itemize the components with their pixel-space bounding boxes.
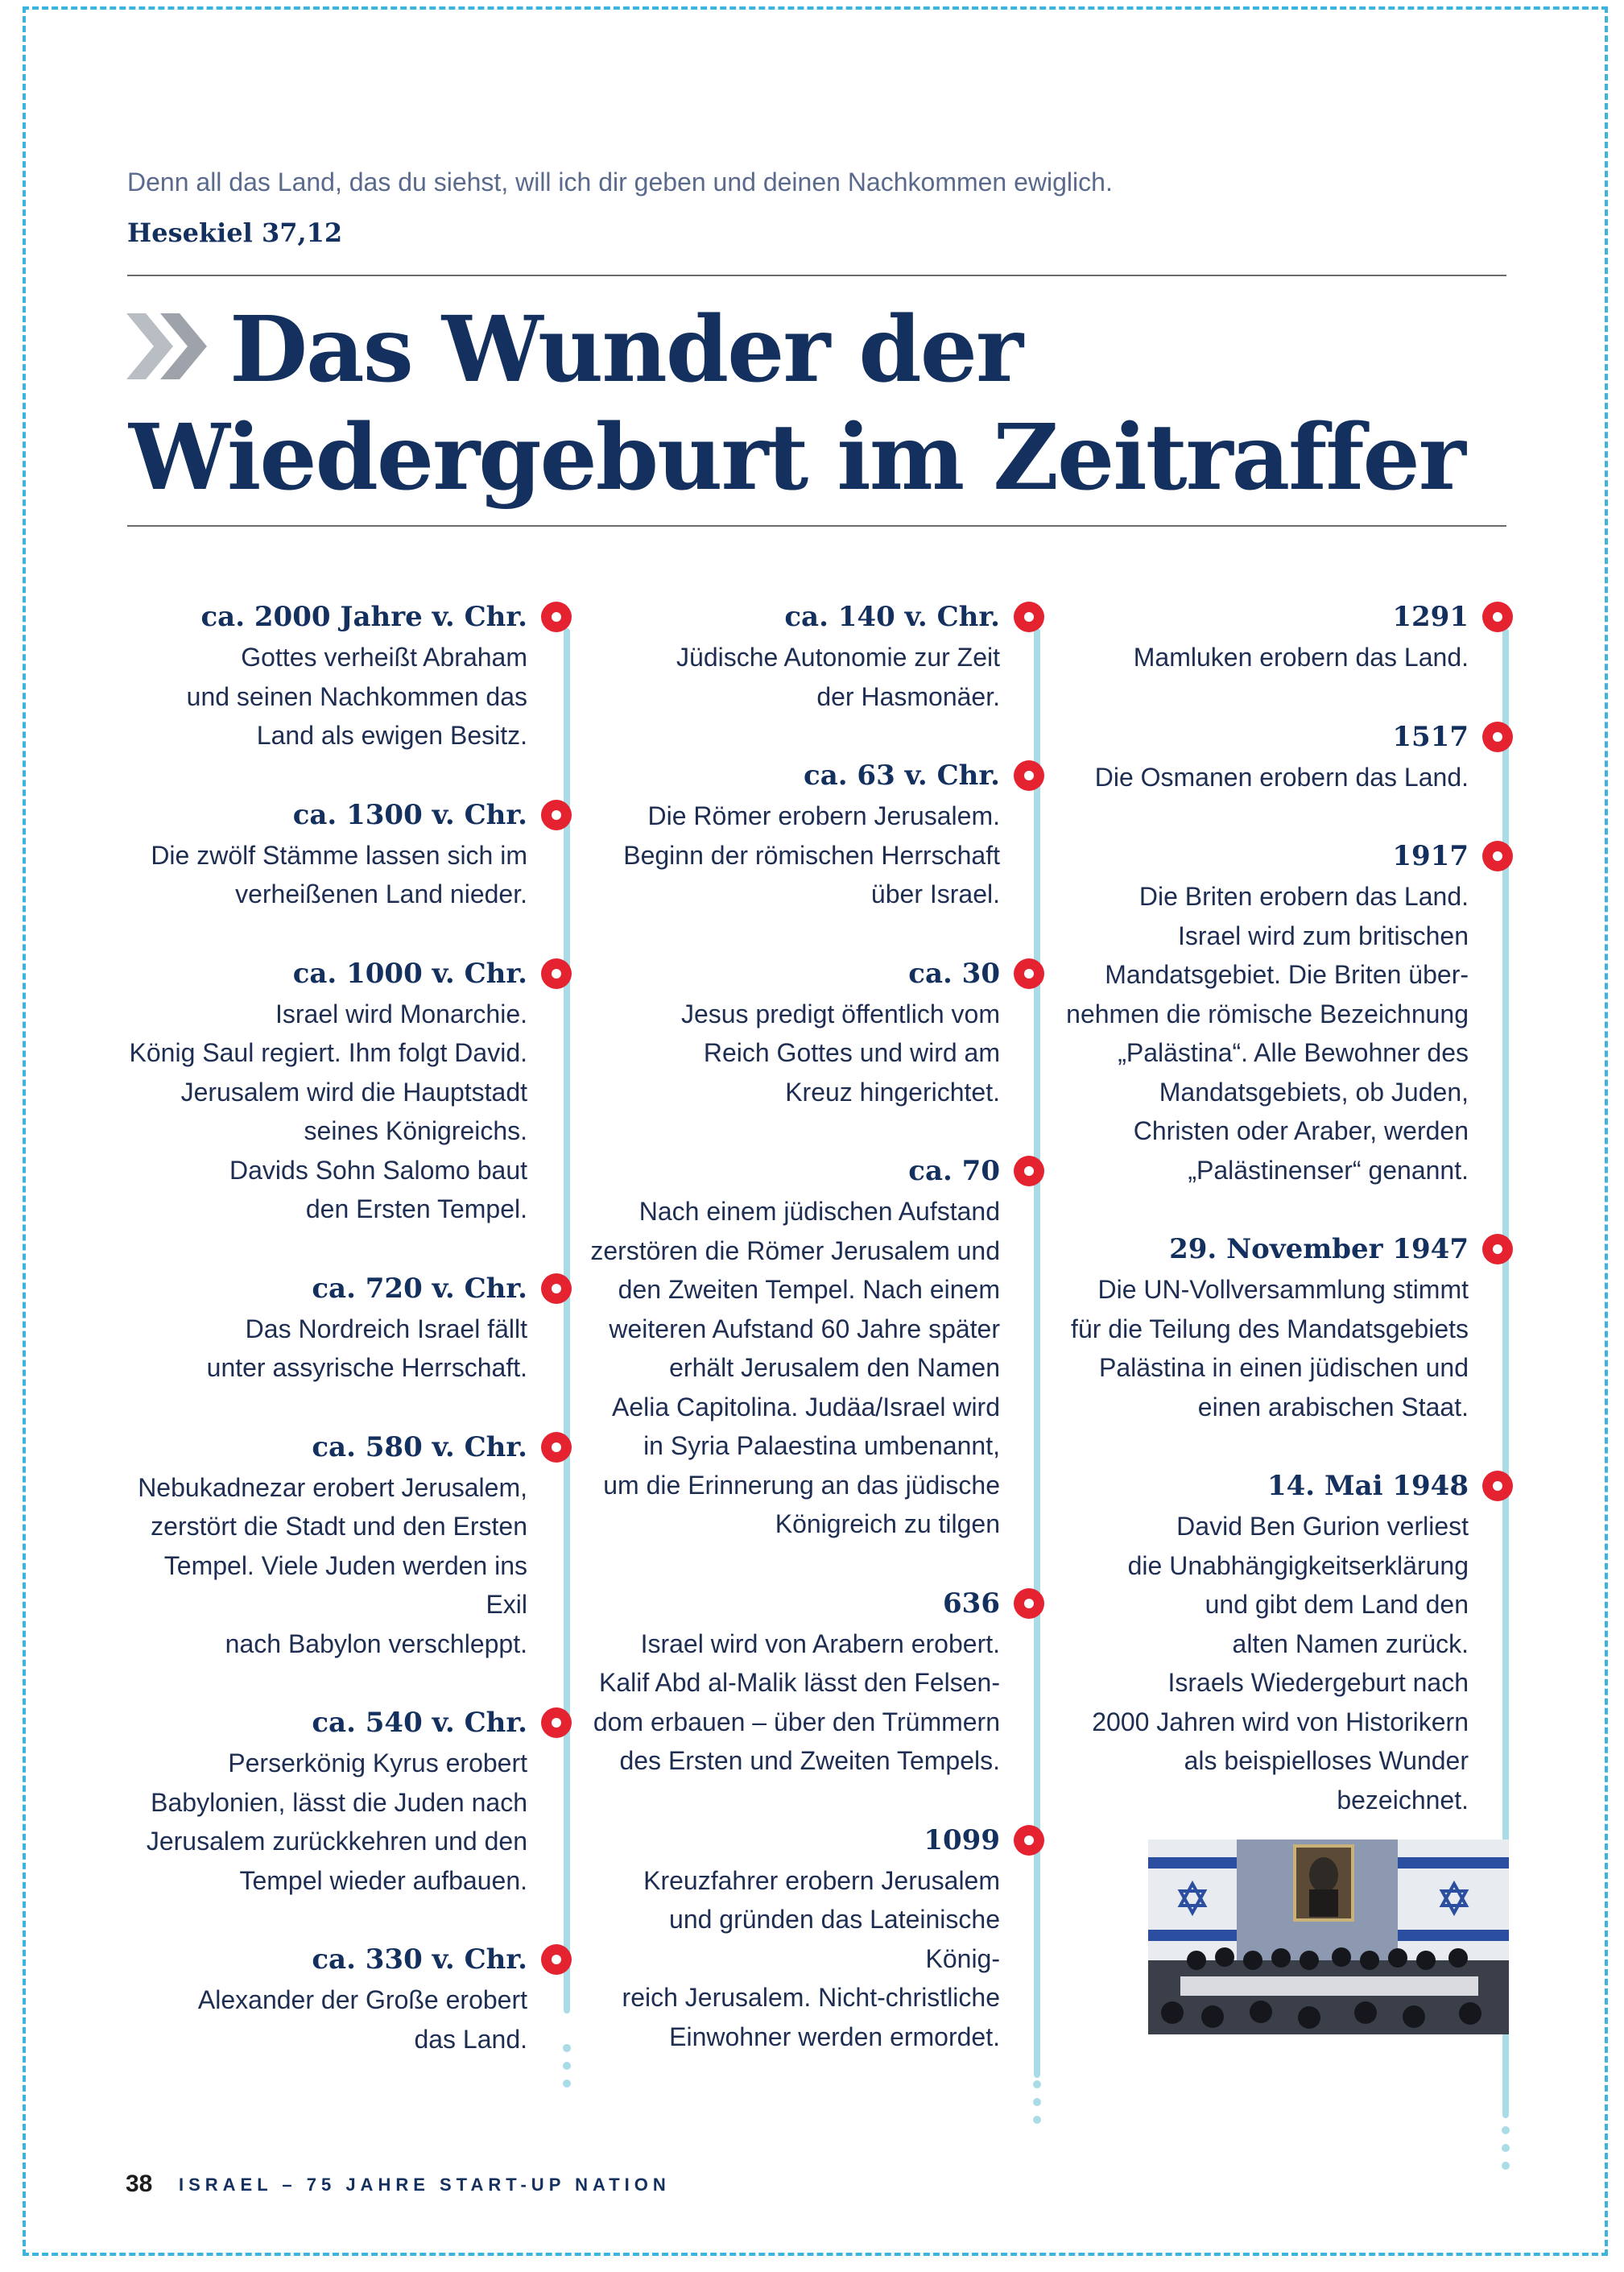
divider-top — [127, 275, 1506, 276]
bible-quote: Denn all das Land, das du siehst, will i… — [127, 168, 1113, 197]
timeline-line-2 — [1034, 628, 1040, 2078]
entry-text: Das Nordreich Israel fällt unter assyris… — [206, 1314, 527, 1383]
entry-text: Nebukadnezar erobert Jerusalem, zerstört… — [138, 1472, 527, 1658]
entry-date: ca. 1000 v. Chr. — [121, 953, 572, 995]
entry-text: Die Briten erobern das Land. Israel wird… — [1066, 882, 1469, 1185]
marker-dot-icon — [1014, 1824, 1044, 1856]
marker-dot-icon — [541, 602, 572, 632]
entry-date: ca. 70 — [588, 1150, 1044, 1192]
timeline-column-2: ca. 140 v. Chr. Jüdische Autonomie zur Z… — [588, 596, 1044, 2095]
timeline-column-3: 1291 Mamluken erobern das Land. 1517 Die… — [1055, 596, 1513, 1858]
marker-dot-icon — [1014, 760, 1044, 791]
timeline-entry: 1291 Mamluken erobern das Land. — [1055, 596, 1513, 677]
entry-date: 1917 — [1055, 835, 1513, 877]
marker-dot-icon — [541, 799, 572, 830]
entry-date: 1517 — [1055, 716, 1513, 758]
title-line-2: Wiedergeburt im Zeitraffer — [129, 405, 1466, 511]
marker-dot-icon — [1014, 958, 1044, 989]
marker-dot-icon — [541, 1273, 572, 1304]
entry-text: Mamluken erobern das Land. — [1133, 643, 1469, 672]
entry-date: ca. 1300 v. Chr. — [121, 794, 572, 836]
timeline-line-3 — [1502, 628, 1509, 2118]
entry-date: ca. 330 v. Chr. — [121, 1939, 572, 1980]
timeline-entry: 14. Mai 1948 David Ben Gurion verliest d… — [1055, 1465, 1513, 1819]
marker-dot-icon — [541, 1707, 572, 1738]
independence-declaration-photo — [1148, 1840, 1509, 2034]
timeline-dots-1 — [563, 2044, 571, 2097]
marker-dot-icon — [541, 1431, 572, 1463]
timeline-entry: 1917 Die Briten erobern das Land. Israel… — [1055, 835, 1513, 1190]
entry-date: ca. 140 v. Chr. — [588, 596, 1044, 638]
entry-text: Gottes verheißt Abraham und seinen Nachk… — [186, 643, 527, 750]
timeline-line-1 — [564, 628, 570, 2013]
entry-text: Israel wird Monarchie. König Saul regier… — [129, 999, 527, 1224]
timeline-dots-3 — [1502, 2126, 1510, 2179]
entry-date: ca. 540 v. Chr. — [121, 1702, 572, 1744]
marker-dot-icon — [1482, 1234, 1513, 1264]
marker-dot-icon — [1014, 1587, 1044, 1619]
entry-text: Alexander der Große erobert das Land. — [197, 1985, 527, 2054]
entry-text: Die UN-Vollversammlung stimmt für die Te… — [1071, 1275, 1469, 1422]
entry-text: Die Römer erobern Jerusalem. Beginn der … — [623, 801, 1000, 908]
entry-text: Jesus predigt öffentlich vom Reich Gotte… — [680, 999, 1000, 1107]
timeline-entry: ca. 2000 Jahre v. Chr. Gottes verheißt A… — [121, 596, 572, 755]
entry-text: Perserkönig Kyrus erobert Babylonien, lä… — [146, 1748, 527, 1895]
marker-dot-icon — [1014, 1156, 1044, 1186]
entry-text: Kreuzfahrer erobern Jerusalem und gründe… — [622, 1865, 1000, 2051]
entry-date: 636 — [588, 1583, 1044, 1624]
timeline-entry: 1517 Die Osmanen erobern das Land. — [1055, 716, 1513, 797]
timeline-entry: ca. 330 v. Chr. Alexander der Große erob… — [121, 1939, 572, 2059]
entry-date: 1291 — [1055, 596, 1513, 638]
timeline-entry: ca. 1300 v. Chr. Die zwölf Stämme lassen… — [121, 794, 572, 914]
entry-text: Die zwölf Stämme lassen sich im verheiße… — [151, 840, 527, 909]
entry-date: ca. 2000 Jahre v. Chr. — [121, 596, 572, 638]
timeline-entry: ca. 70 Nach einem jüdischen Aufstand zer… — [588, 1150, 1044, 1544]
entry-text: Israel wird von Arabern erobert. Kalif A… — [593, 1628, 1000, 1776]
marker-dot-icon — [541, 1944, 572, 1975]
entry-date: ca. 30 — [588, 953, 1044, 995]
entry-date: ca. 580 v. Chr. — [121, 1426, 572, 1468]
timeline-entry: ca. 30 Jesus predigt öffentlich vom Reic… — [588, 953, 1044, 1112]
entry-text: Nach einem jüdischen Aufstand zerstören … — [590, 1197, 1000, 1538]
bible-reference: Hesekiel 37,12 — [127, 217, 343, 248]
entry-date: 14. Mai 1948 — [1055, 1465, 1513, 1507]
timeline-entry: ca. 580 v. Chr. Nebukadnezar erobert Jer… — [121, 1426, 572, 1664]
page-title: Das Wunder der Wiedergeburt im Zeitraffe… — [129, 296, 1514, 512]
marker-dot-icon — [1014, 602, 1044, 632]
page-number: 38 — [126, 2171, 153, 2197]
entry-date: ca. 63 v. Chr. — [588, 755, 1044, 797]
timeline-entry: 29. November 1947 Die UN-Vollversammlung… — [1055, 1228, 1513, 1426]
entry-date: 29. November 1947 — [1055, 1228, 1513, 1270]
timeline-entry: ca. 1000 v. Chr. Israel wird Monarchie. … — [121, 953, 572, 1229]
timeline-entry: ca. 720 v. Chr. Das Nordreich Israel fäl… — [121, 1268, 572, 1388]
entry-date: ca. 720 v. Chr. — [121, 1268, 572, 1310]
dashed-page-frame — [23, 6, 1608, 2256]
entry-date: 1099 — [588, 1819, 1044, 1861]
divider-bottom — [127, 525, 1506, 527]
marker-dot-icon — [1482, 602, 1513, 632]
marker-dot-icon — [541, 958, 572, 989]
publication-title: ISRAEL – 75 JAHRE START-UP NATION — [179, 2175, 671, 2195]
marker-dot-icon — [1482, 1471, 1513, 1501]
title-line-1: Das Wunder der — [229, 297, 1023, 403]
entry-text: David Ben Gurion verliest die Unabhängig… — [1092, 1512, 1469, 1815]
timeline-entry: ca. 63 v. Chr. Die Römer erobern Jerusal… — [588, 755, 1044, 914]
timeline-column-1: ca. 2000 Jahre v. Chr. Gottes verheißt A… — [121, 596, 572, 2097]
timeline-entry: 1099 Kreuzfahrer erobern Jerusalem und g… — [588, 1819, 1044, 2057]
timeline-entry: ca. 540 v. Chr. Perserkönig Kyrus erober… — [121, 1702, 572, 1900]
timeline-entry: ca. 140 v. Chr. Jüdische Autonomie zur Z… — [588, 596, 1044, 716]
timeline-dots-2 — [1033, 2080, 1041, 2133]
double-chevron-icon — [126, 313, 207, 379]
entry-text: Jüdische Autonomie zur Zeit der Hasmonäe… — [676, 643, 1000, 711]
marker-dot-icon — [1482, 721, 1513, 752]
timeline-entry: 636 Israel wird von Arabern erobert. Kal… — [588, 1583, 1044, 1781]
entry-text: Die Osmanen erobern das Land. — [1094, 762, 1469, 792]
marker-dot-icon — [1482, 841, 1513, 871]
